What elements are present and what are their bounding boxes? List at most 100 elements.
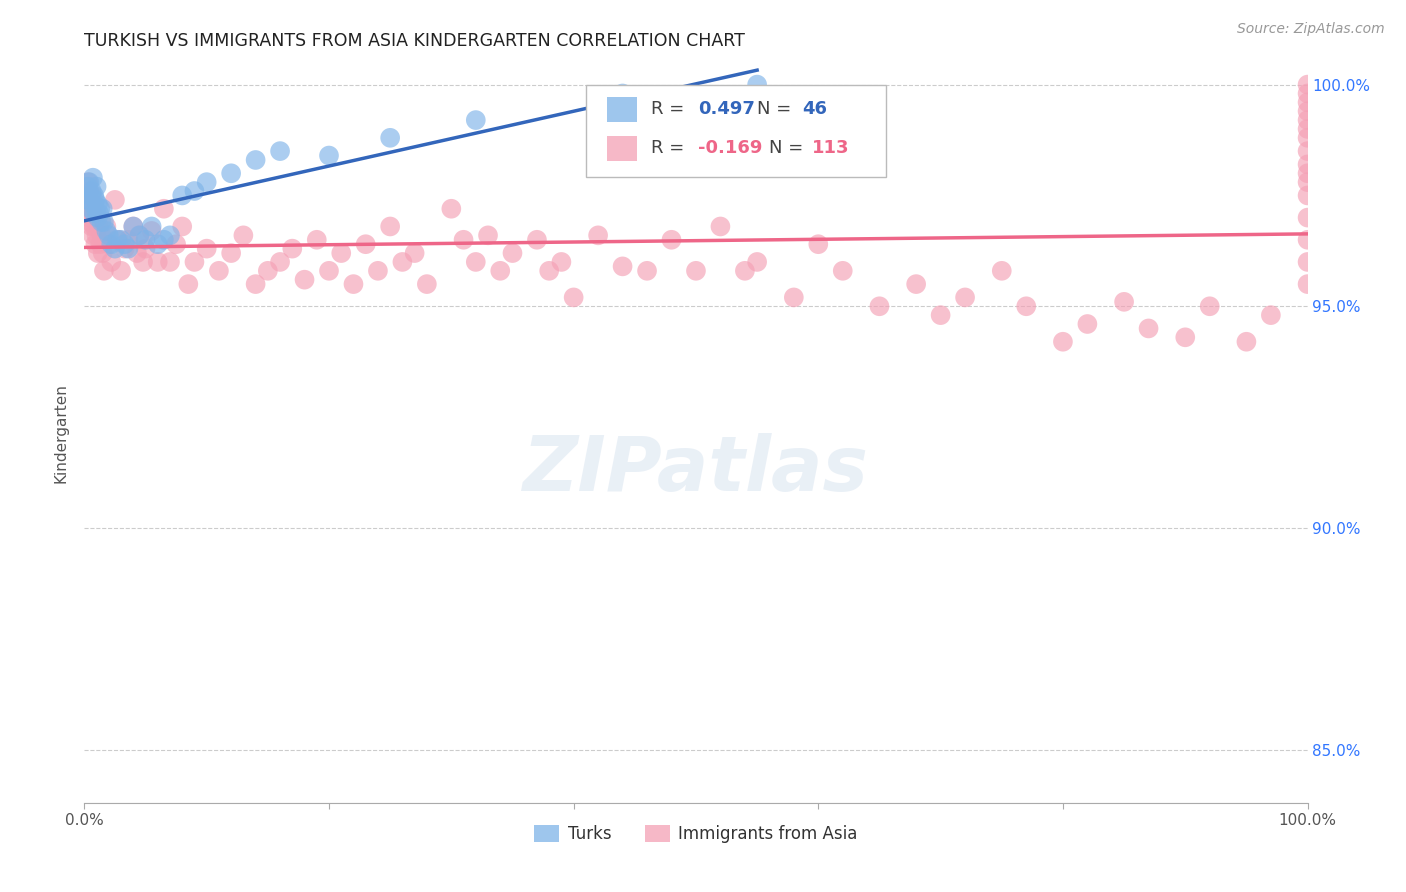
Text: R =: R = [651,100,683,118]
Immigrants from Asia [538,264,561,278]
Immigrants from Asia [97,237,120,252]
Immigrants from Asia [294,273,316,287]
Immigrants from Asia [86,228,108,243]
Immigrants from Asia [1296,113,1319,128]
Turks [747,78,769,92]
Immigrants from Asia [107,233,129,247]
Turks [80,184,103,198]
Immigrants from Asia [869,299,891,313]
Immigrants from Asia [550,255,572,269]
Immigrants from Asia [96,219,118,234]
Text: R =: R = [651,138,683,157]
Turks [318,148,340,162]
Y-axis label: Kindergarten: Kindergarten [53,383,69,483]
Immigrants from Asia [416,277,439,292]
Immigrants from Asia [1296,144,1319,158]
Immigrants from Asia [305,233,328,247]
Immigrants from Asia [905,277,928,292]
Immigrants from Asia [1296,122,1319,136]
Immigrants from Asia [1296,104,1319,119]
Immigrants from Asia [82,206,104,220]
Immigrants from Asia [367,264,389,278]
Text: Source: ZipAtlas.com: Source: ZipAtlas.com [1237,22,1385,37]
Immigrants from Asia [318,264,340,278]
Immigrants from Asia [440,202,463,216]
Immigrants from Asia [1114,294,1136,309]
Text: ZIPatlas: ZIPatlas [523,433,869,507]
Immigrants from Asia [79,197,101,211]
Immigrants from Asia [1015,299,1038,313]
Immigrants from Asia [141,224,163,238]
Text: -0.169: -0.169 [699,138,763,157]
Immigrants from Asia [79,215,101,229]
Immigrants from Asia [77,211,100,225]
Immigrants from Asia [464,255,486,269]
Immigrants from Asia [526,233,548,247]
Turks [105,233,128,247]
Immigrants from Asia [153,202,176,216]
Immigrants from Asia [404,246,426,260]
Immigrants from Asia [90,228,112,243]
Immigrants from Asia [77,202,100,216]
Turks [464,113,486,128]
Turks [114,237,136,252]
Turks [89,202,111,216]
Immigrants from Asia [114,242,136,256]
Immigrants from Asia [489,264,512,278]
Immigrants from Asia [80,219,103,234]
Immigrants from Asia [128,228,150,243]
Turks [146,237,169,252]
Turks [245,153,267,167]
Immigrants from Asia [1260,308,1282,322]
Immigrants from Asia [953,290,976,304]
Immigrants from Asia [562,290,585,304]
Turks [77,179,100,194]
Immigrants from Asia [685,264,707,278]
Immigrants from Asia [80,188,103,202]
Turks [79,188,101,202]
Turks [104,242,127,256]
Turks [141,219,163,234]
Turks [380,130,402,145]
Turks [135,233,157,247]
Immigrants from Asia [104,193,127,207]
Immigrants from Asia [83,197,105,211]
Text: TURKISH VS IMMIGRANTS FROM ASIA KINDERGARTEN CORRELATION CHART: TURKISH VS IMMIGRANTS FROM ASIA KINDERGA… [84,32,745,50]
Turks [91,202,114,216]
Immigrants from Asia [391,255,413,269]
Text: N =: N = [769,138,804,157]
Immigrants from Asia [87,219,110,234]
Immigrants from Asia [1296,233,1319,247]
Text: 113: 113 [813,138,849,157]
Immigrants from Asia [1236,334,1258,349]
Immigrants from Asia [612,260,634,274]
Turks [195,175,218,189]
Immigrants from Asia [1296,211,1319,225]
Turks [96,224,118,238]
Immigrants from Asia [709,219,731,234]
Immigrants from Asia [783,290,806,304]
Text: 0.497: 0.497 [699,100,755,118]
Immigrants from Asia [1296,277,1319,292]
Immigrants from Asia [86,211,108,225]
Immigrants from Asia [219,246,242,260]
Immigrants from Asia [77,184,100,198]
Turks [97,228,120,243]
Immigrants from Asia [1137,321,1160,335]
Immigrants from Asia [1296,188,1319,202]
Immigrants from Asia [1076,317,1098,331]
Turks [100,237,122,252]
Immigrants from Asia [1198,299,1220,313]
Immigrants from Asia [1296,87,1319,101]
Immigrants from Asia [661,233,683,247]
Immigrants from Asia [82,228,104,243]
Immigrants from Asia [1296,255,1319,269]
Immigrants from Asia [380,219,402,234]
Immigrants from Asia [330,246,353,260]
Immigrants from Asia [502,246,524,260]
Immigrants from Asia [232,228,254,243]
Immigrants from Asia [91,246,114,260]
Turks [90,215,112,229]
Turks [77,193,100,207]
Immigrants from Asia [165,237,187,252]
